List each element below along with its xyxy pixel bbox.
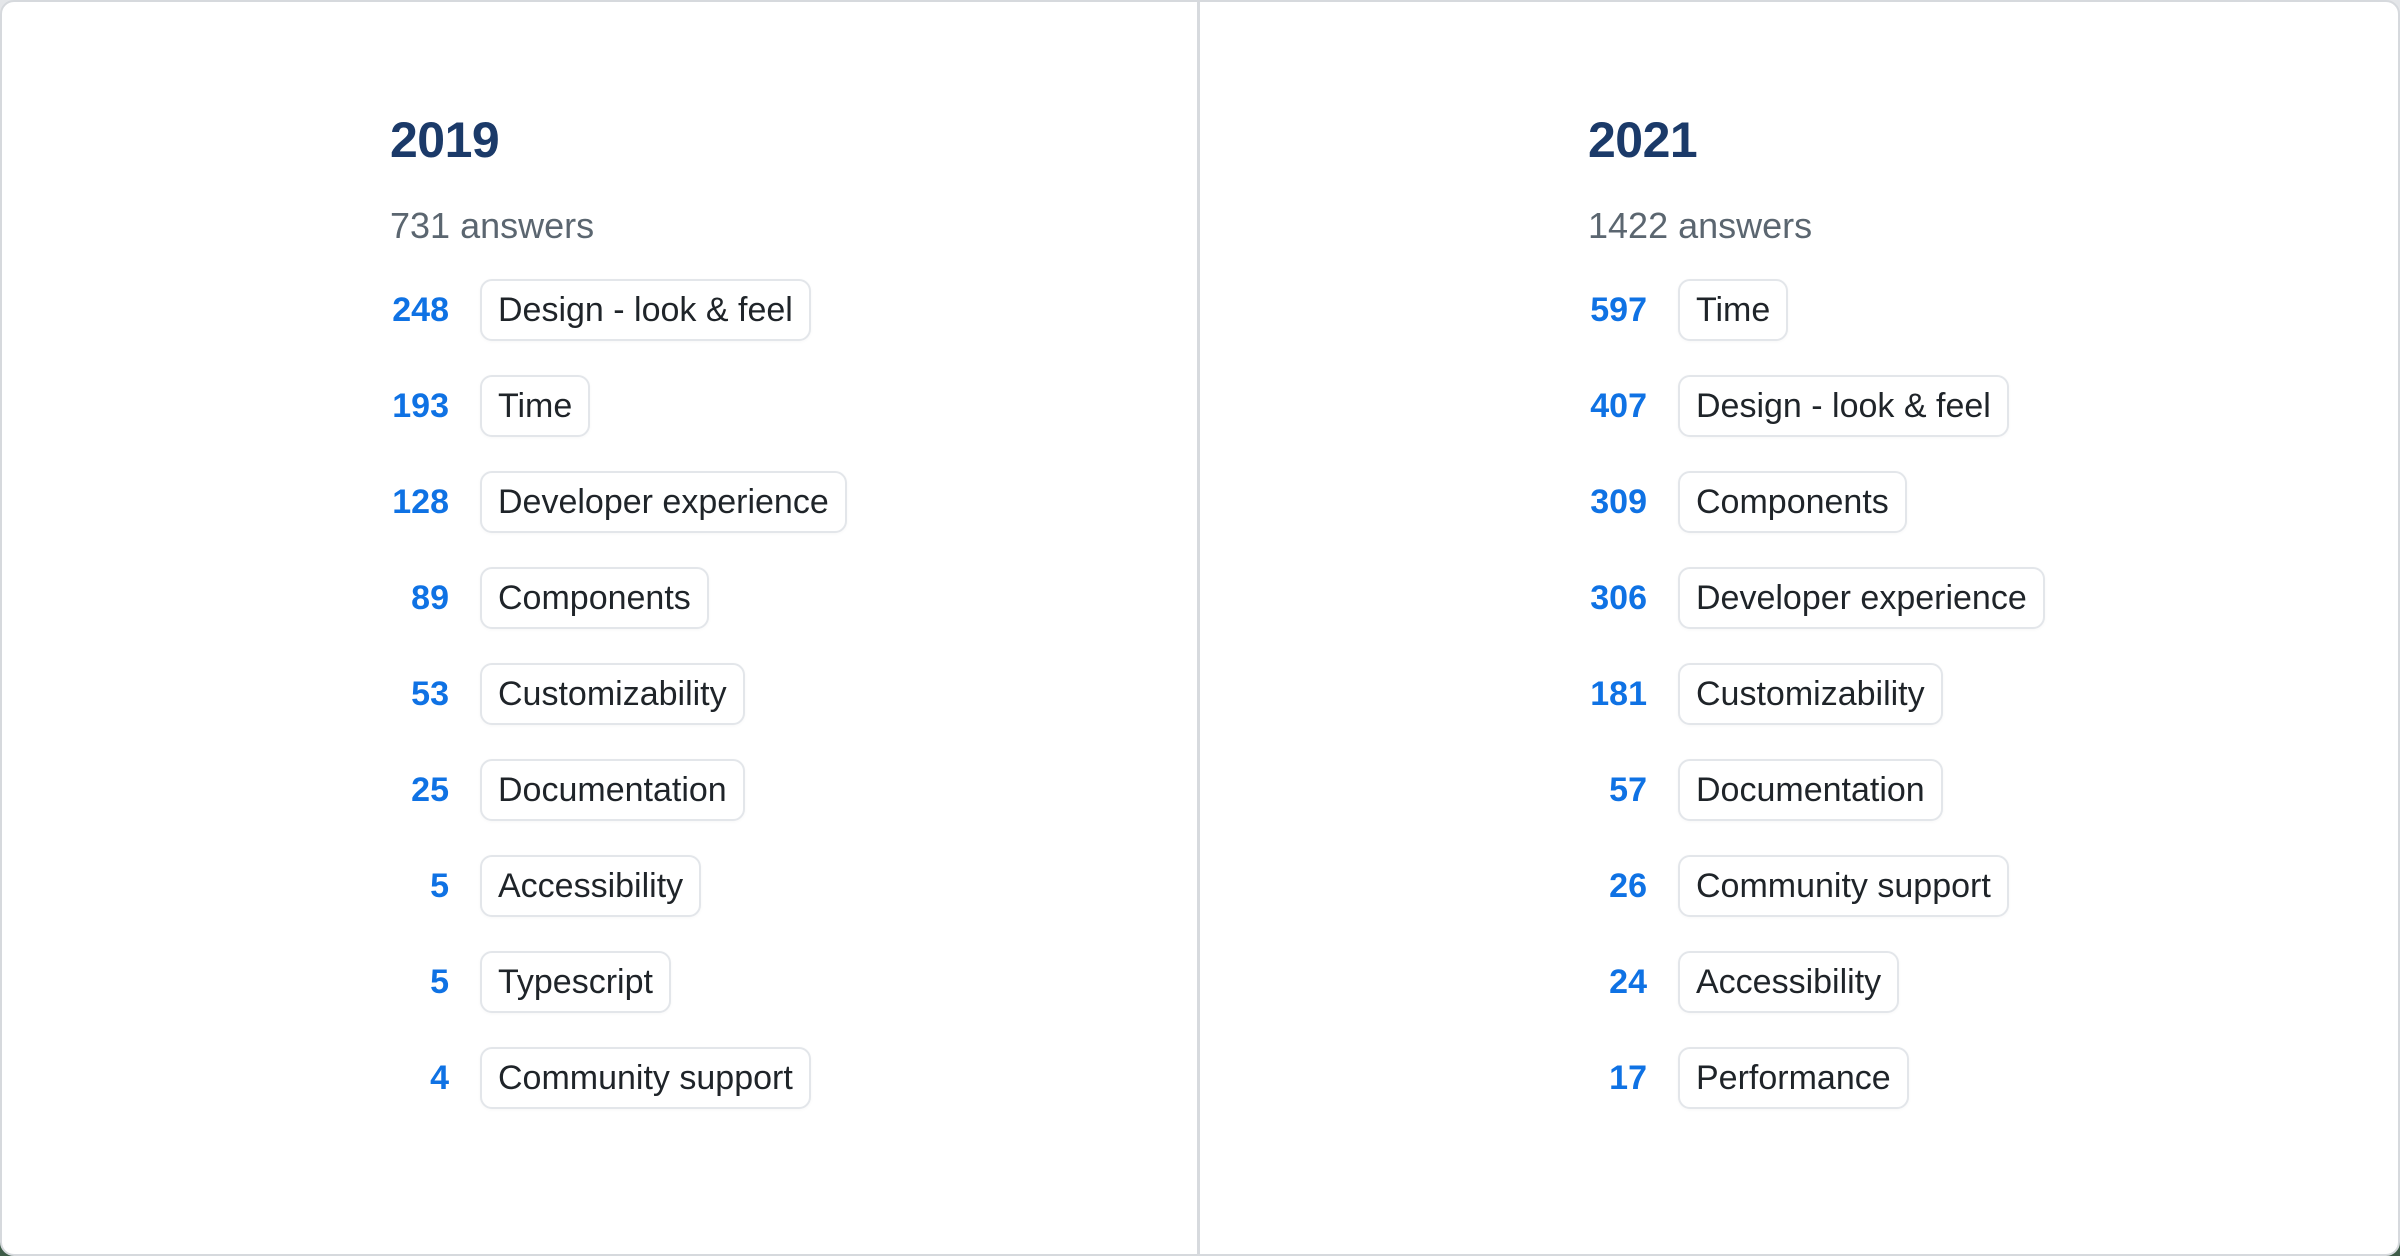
result-tag-chip: Time bbox=[480, 375, 591, 437]
result-tag-chip: Design - look & feel bbox=[1678, 375, 2009, 437]
result-tag-chip: Developer experience bbox=[1678, 567, 2045, 629]
result-count: 89 bbox=[411, 578, 449, 617]
result-row: 5 Typescript bbox=[390, 951, 1197, 1013]
result-row: 248 Design - look & feel bbox=[390, 279, 1197, 341]
year-heading: 2019 bbox=[390, 112, 500, 168]
year-heading: 2021 bbox=[1588, 112, 1698, 168]
result-row: 193 Time bbox=[390, 375, 1197, 437]
result-tag-chip: Design - look & feel bbox=[480, 279, 811, 341]
result-tag-chip: Documentation bbox=[1678, 759, 1943, 821]
year-column-2019: 2019 731 answers 248 Design - look & feel… bbox=[2, 2, 1200, 1254]
result-row: 24 Accessibility bbox=[1588, 951, 2398, 1013]
result-tag-chip: Community support bbox=[1678, 855, 2009, 917]
result-row: 53 Customizability bbox=[390, 663, 1197, 725]
result-row: 4 Community support bbox=[390, 1047, 1197, 1109]
result-count: 5 bbox=[430, 962, 449, 1001]
result-count: 57 bbox=[1609, 770, 1647, 809]
result-count: 25 bbox=[411, 770, 449, 809]
result-row: 17 Performance bbox=[1588, 1047, 2398, 1109]
result-row: 57 Documentation bbox=[1588, 759, 2398, 821]
result-count: 309 bbox=[1590, 482, 1647, 521]
result-row: 181 Customizability bbox=[1588, 663, 2398, 725]
result-tag-chip: Accessibility bbox=[1678, 951, 1900, 1013]
result-tag-chip: Components bbox=[480, 567, 709, 629]
result-count: 193 bbox=[392, 386, 449, 425]
year-column-2021: 2021 1422 answers 597 Time 407 Design - loo… bbox=[1200, 2, 2398, 1254]
result-count: 17 bbox=[1609, 1058, 1647, 1097]
result-count: 128 bbox=[392, 482, 449, 521]
result-tag-chip: Typescript bbox=[480, 951, 671, 1013]
result-tag-chip: Accessibility bbox=[480, 855, 702, 917]
result-count: 24 bbox=[1609, 962, 1647, 1001]
answers-count: 1422 answers bbox=[1588, 205, 1813, 246]
result-count: 306 bbox=[1590, 578, 1647, 617]
result-row: 597 Time bbox=[1588, 279, 2398, 341]
results-list: 248 Design - look & feel 193 Time 128 Develop… bbox=[390, 279, 1197, 1109]
result-count: 26 bbox=[1609, 866, 1647, 905]
result-count: 597 bbox=[1590, 290, 1647, 329]
result-count: 407 bbox=[1590, 386, 1647, 425]
result-tag-chip: Documentation bbox=[480, 759, 745, 821]
result-row: 407 Design - look & feel bbox=[1588, 375, 2398, 437]
result-row: 128 Developer experience bbox=[390, 471, 1197, 533]
result-count: 248 bbox=[392, 290, 449, 329]
result-count: 4 bbox=[430, 1058, 449, 1097]
result-tag-chip: Developer experience bbox=[480, 471, 847, 533]
results-list: 597 Time 407 Design - look & feel 309 Compone… bbox=[1588, 279, 2398, 1109]
result-count: 181 bbox=[1590, 674, 1647, 713]
result-tag-chip: Customizability bbox=[1678, 663, 1943, 725]
result-row: 89 Components bbox=[390, 567, 1197, 629]
result-tag-chip: Customizability bbox=[480, 663, 745, 725]
result-row: 5 Accessibility bbox=[390, 855, 1197, 917]
result-tag-chip: Community support bbox=[480, 1047, 811, 1109]
result-row: 25 Documentation bbox=[390, 759, 1197, 821]
result-tag-chip: Time bbox=[1678, 279, 1789, 341]
result-row: 309 Components bbox=[1588, 471, 2398, 533]
result-row: 306 Developer experience bbox=[1588, 567, 2398, 629]
result-tag-chip: Components bbox=[1678, 471, 1907, 533]
result-count: 53 bbox=[411, 674, 449, 713]
result-count: 5 bbox=[430, 866, 449, 905]
result-tag-chip: Performance bbox=[1678, 1047, 1909, 1109]
answers-count: 731 answers bbox=[390, 205, 595, 246]
result-row: 26 Community support bbox=[1588, 855, 2398, 917]
